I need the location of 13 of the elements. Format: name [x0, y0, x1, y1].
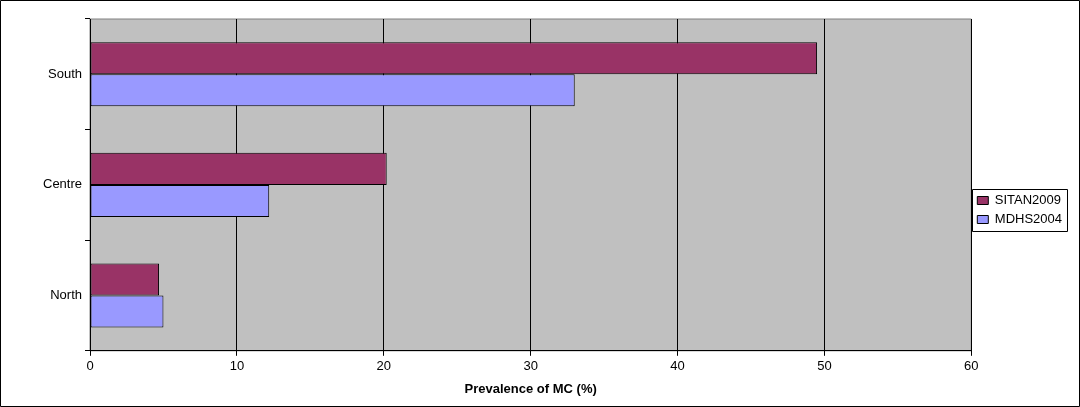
x-tick-label: 0 — [86, 358, 94, 374]
x-tick-label: 30 — [523, 358, 538, 374]
y-tick-label: Centre — [42, 176, 83, 192]
x-axis-title: Prevalence of MC (%) — [464, 380, 597, 396]
x-tick-label: 10 — [229, 358, 245, 374]
x-tick-label: 40 — [670, 358, 685, 374]
y-tick-label: North — [50, 287, 83, 303]
y-tick-label: South — [48, 65, 83, 81]
x-tick-label: 20 — [376, 358, 392, 374]
legend-label: SITAN2009 — [994, 192, 1062, 208]
legend-label: MDHS2004 — [994, 211, 1063, 227]
x-tick-label: 50 — [817, 358, 832, 374]
x-tick-label: 60 — [964, 358, 979, 374]
